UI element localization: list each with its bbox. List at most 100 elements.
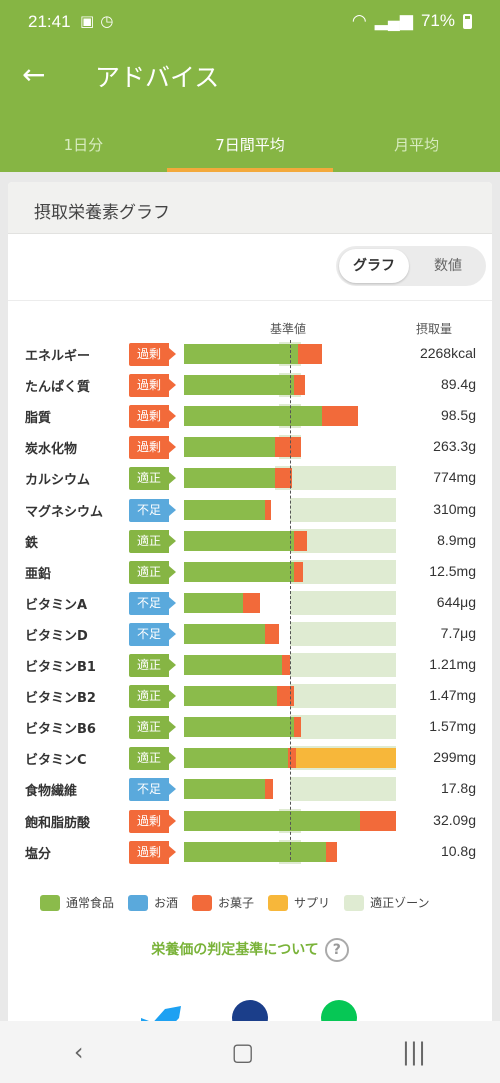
legend-item-food: 通常食品 [40,894,114,911]
legend-item-snack: お菓子 [192,894,254,911]
nutrient-row: 食物繊維 不足 17.8g [8,776,492,802]
intake-amount: 2268kcal [419,345,476,361]
system-nav-bar: ‹ ▢ ||| [0,1021,500,1083]
ok-zone [290,528,396,553]
intake-bar [184,559,396,584]
food-segment [184,406,322,427]
status-bar: 21:41 ▣ ◷ ◠ ▂▄▆ 71% [0,0,500,44]
nutrient-row: ビタミンC 適正 299mg [8,745,492,771]
intake-amount: 263.3g [433,438,476,455]
nutrient-row: ビタミンA 不足 644μg [8,590,492,616]
nutrient-name: マグネシウム [25,504,104,520]
intake-header: 摂取量 [416,322,453,336]
back-nav-icon[interactable]: ‹ [73,1038,84,1066]
intake-amount: 17.8g [440,780,476,797]
intake-amount: 299mg [433,749,476,766]
status-badge: 不足 [129,498,176,522]
food-segment [184,344,299,364]
status-badge: 不足 [129,591,176,615]
nutrient-name: 塩分 [25,846,52,862]
wifi-icon: ◠ [351,11,367,30]
intake-bar [184,404,396,429]
alarm-icon: ◷ [100,12,114,30]
status-badge: 適正 [129,685,176,709]
intake-bar [184,528,396,553]
criteria-link[interactable]: 栄養価の判定基準について? [8,938,492,962]
food-segment [184,375,295,396]
ok-zone [290,684,396,709]
signal-icon: ▂▄▆ [374,11,413,30]
recents-nav-icon[interactable]: ||| [401,1038,427,1066]
intake-amount: 32.09g [433,811,476,828]
status-badge: 不足 [129,622,176,646]
intake-bar [184,590,396,615]
intake-amount: 7.7μg [440,624,476,641]
nutrient-name: 亜鉛 [25,566,52,582]
ok-zone [275,466,396,491]
food-segment [184,810,360,831]
ok-zone [290,653,396,677]
intake-bar [184,466,396,491]
divider [8,300,492,301]
intake-amount: 1.47mg [429,687,476,704]
status-badge: 過剰 [129,436,176,460]
supplement-segment [296,748,396,769]
snack-segment [277,686,295,707]
intake-bar [184,684,396,709]
status-badge: 不足 [129,778,176,802]
number-toggle-button[interactable]: 数値 [434,258,462,274]
nutrient-name: ビタミンB6 [25,722,96,738]
intake-bar [184,746,396,771]
food-segment [184,561,295,582]
graph-toggle-button[interactable]: グラフ [339,249,409,283]
legend-item-alcohol: お酒 [128,894,178,911]
snack-segment [298,344,322,364]
legend-item-ok-zone: 適正ゾーン [344,894,429,911]
tab-one-day[interactable]: 1日分 [63,136,104,154]
nutrient-row: ビタミンB6 適正 1.57mg [8,714,492,740]
view-toggle: グラフ 数値 [336,246,486,286]
nutrient-name: 食物繊維 [25,784,78,800]
food-segment [184,686,278,707]
intake-bar [184,497,396,522]
intake-amount: 774mg [433,469,476,486]
legend-item-supplement: サプリ [268,894,330,911]
nutrient-name: 脂質 [25,411,52,427]
criteria-link-text[interactable]: 栄養価の判定基準について [151,942,319,958]
nutrient-name: たんぱく質 [25,380,91,396]
nutrient-row: 飽和脂肪酸 過剰 32.09g [8,808,492,834]
status-badge: 過剰 [129,374,176,398]
intake-amount: 1.21mg [429,656,476,672]
back-arrow-icon[interactable]: ← [22,58,46,91]
card-title: 摂取栄養素グラフ [8,182,492,234]
nutrient-graph-card: 摂取栄養素グラフ グラフ 数値 基準値 摂取量 エネルギー 過剰 2268kcal た… [8,182,492,1042]
system-icons: ◠ ▂▄▆ 71% [352,11,472,31]
intake-amount: 10.8g [440,842,476,859]
ok-zone [290,559,396,584]
tab-monthly-average[interactable]: 月平均 [394,136,440,154]
ok-zone [290,590,396,615]
nutrient-row: エネルギー 過剰 2268kcal [8,341,492,367]
home-nav-icon[interactable]: ▢ [231,1038,255,1066]
intake-bar [184,342,396,366]
nutrient-row: たんぱく質 過剰 89.4g [8,372,492,398]
nutrient-name: 鉄 [25,535,39,551]
nutrient-name: ビタミンC [25,753,87,769]
nutrient-name: エネルギー [25,349,91,364]
period-tabs: 1日分 7日間平均 月平均 [0,124,500,172]
snack-segment [294,375,305,396]
snack-segment [326,841,337,862]
nutrient-name: 飽和脂肪酸 [25,815,91,831]
nutrient-name: ビタミンB1 [25,660,96,675]
ok-zone [290,777,396,802]
help-icon[interactable]: ? [324,938,349,962]
snack-segment [275,468,293,489]
intake-amount: 644μg [436,593,476,610]
tab-seven-day-average[interactable]: 7日間平均 [166,124,334,172]
nutrient-name: ビタミンA [25,597,88,613]
intake-amount: 12.5mg [429,562,476,579]
food-segment [184,623,265,644]
nutrient-row: 脂質 過剰 98.5g [8,403,492,429]
notification-icons: ▣ ◷ [80,12,113,30]
snack-segment [281,655,290,675]
